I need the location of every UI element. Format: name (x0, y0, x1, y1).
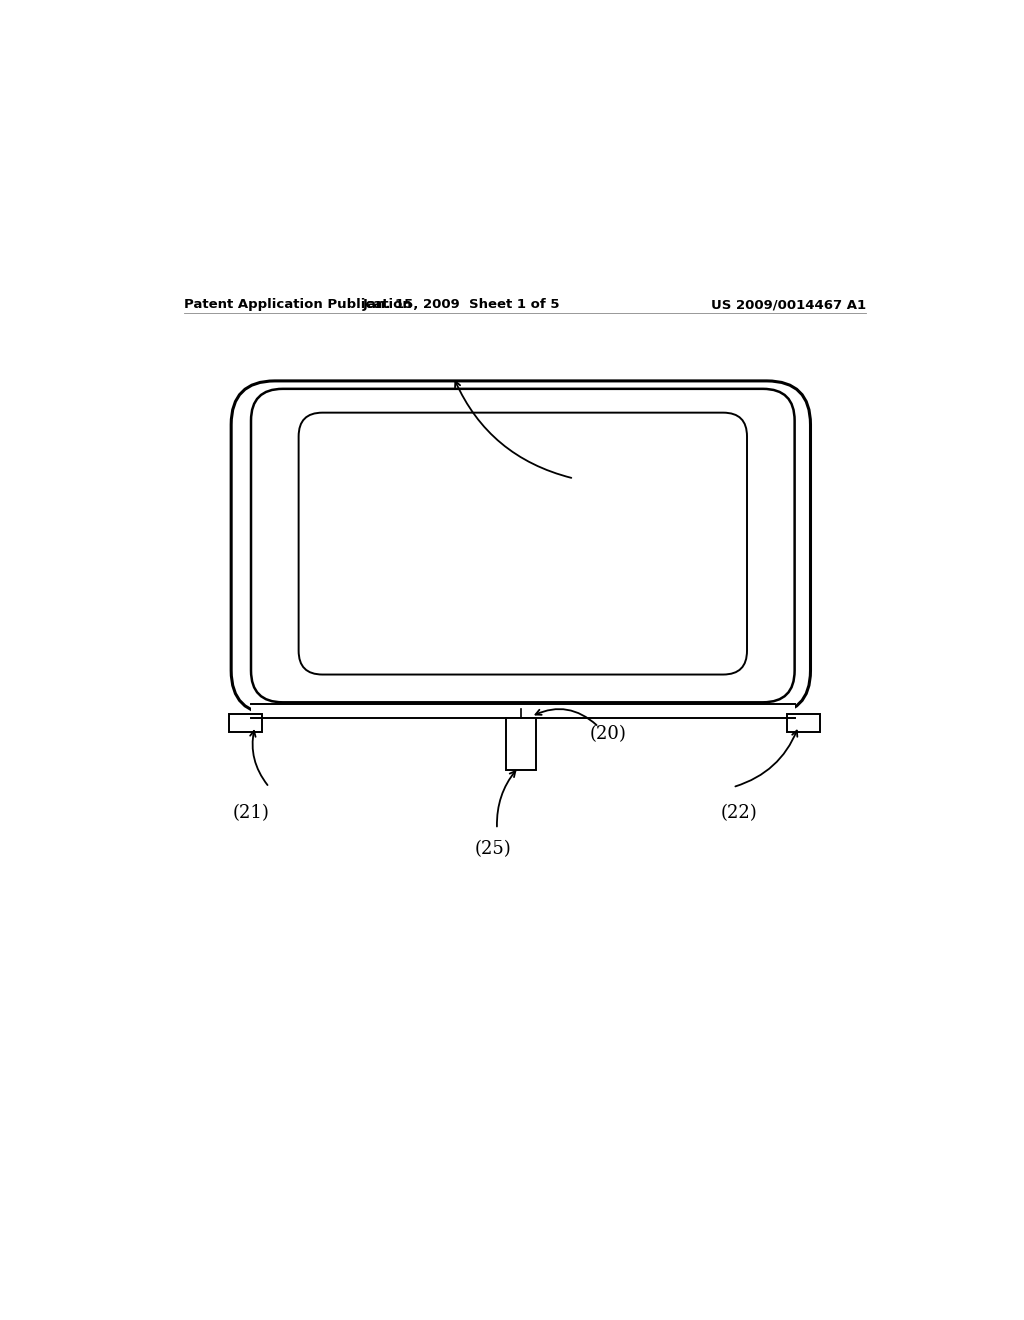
Text: (15): (15) (573, 459, 610, 478)
Bar (786, 714, 820, 731)
Text: (21): (21) (232, 804, 269, 822)
Text: Jan. 15, 2009  Sheet 1 of 5: Jan. 15, 2009 Sheet 1 of 5 (362, 298, 560, 312)
FancyBboxPatch shape (299, 413, 746, 675)
Bar (228, 714, 262, 731)
Text: (20): (20) (590, 725, 627, 743)
Text: (25): (25) (475, 840, 511, 858)
Text: $\mathit{F}_{\mathregular{IG.}}\ 1$: $\mathit{F}_{\mathregular{IG.}}\ 1$ (430, 450, 479, 470)
FancyBboxPatch shape (231, 381, 811, 714)
FancyBboxPatch shape (251, 389, 795, 702)
Bar (506, 718, 536, 770)
Text: US 2009/0014467 A1: US 2009/0014467 A1 (711, 298, 866, 312)
Bar (251, 704, 795, 718)
Text: (22): (22) (721, 804, 758, 822)
Text: Patent Application Publication: Patent Application Publication (183, 298, 412, 312)
